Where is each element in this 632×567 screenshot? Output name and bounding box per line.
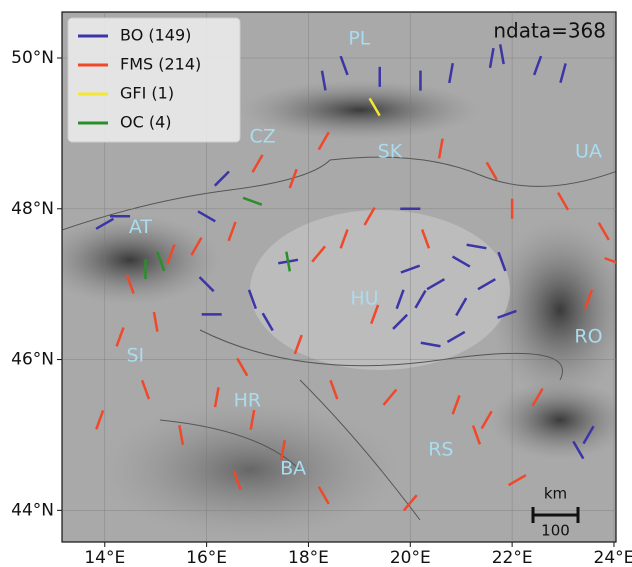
country-label: UA <box>575 141 602 163</box>
x-tick-label: 24°E <box>594 548 632 567</box>
country-label: CZ <box>249 126 275 148</box>
country-label: BA <box>280 457 306 479</box>
y-tick-label: 46°N <box>11 350 54 370</box>
map-figure: PL CZ SK UA AT HU RO SI HR BA RS 14°E 16°E 18°E 20°E 22… <box>0 0 632 567</box>
country-label: SI <box>126 344 144 366</box>
country-label: SK <box>378 141 403 163</box>
y-tick-label: 44°N <box>11 500 54 520</box>
country-label: PL <box>348 28 370 50</box>
legend-label: GFI (1) <box>120 84 174 103</box>
country-label: RO <box>574 325 602 347</box>
country-label: HU <box>350 288 378 310</box>
x-tick-label: 18°E <box>288 548 329 567</box>
country-label: AT <box>129 216 153 238</box>
country-label: RS <box>428 439 453 461</box>
legend-label: FMS (214) <box>120 55 201 74</box>
page: {"chart_data": {"type": "map", "annotati… <box>0 0 632 567</box>
legend-label: BO (149) <box>120 26 191 45</box>
y-tick-label: 48°N <box>11 199 54 219</box>
country-label: HR <box>234 390 262 412</box>
y-tick-label: 50°N <box>11 48 54 68</box>
x-tick-label: 16°E <box>186 548 227 567</box>
x-tick-label: 20°E <box>390 548 431 567</box>
legend-label: OC (4) <box>120 113 172 132</box>
scale-length: 100 <box>541 522 570 540</box>
x-tick-label: 22°E <box>492 548 533 567</box>
ndata-annotation: ndata=368 <box>493 19 606 43</box>
x-tick-label: 14°E <box>84 548 125 567</box>
scale-unit: km <box>544 485 567 503</box>
